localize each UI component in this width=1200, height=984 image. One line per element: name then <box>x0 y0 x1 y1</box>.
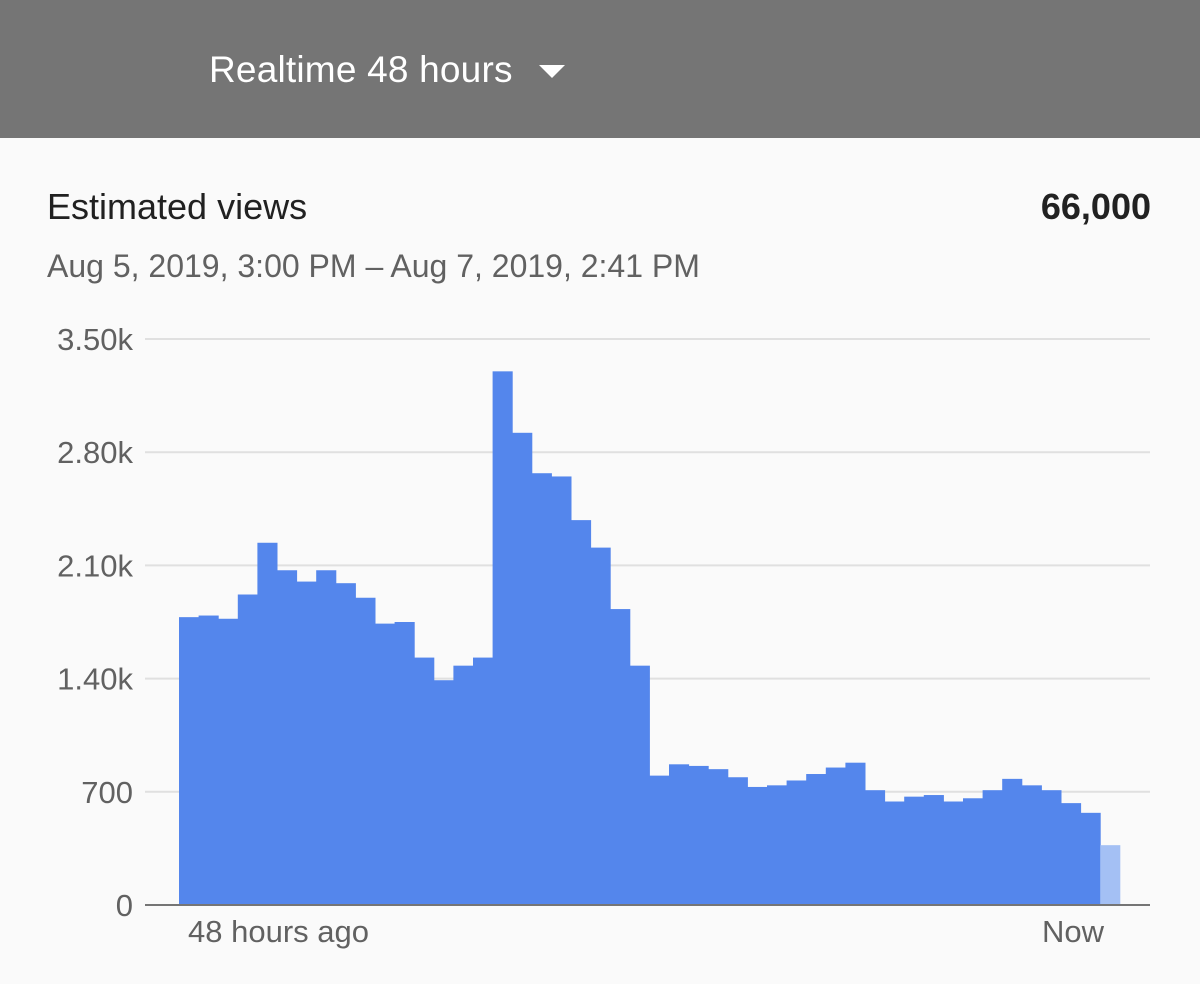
top-bar: Realtime 48 hours <box>0 0 1200 138</box>
bar <box>551 476 572 905</box>
bar <box>277 570 298 905</box>
bar <box>394 622 415 905</box>
bar <box>767 785 788 905</box>
bar <box>649 775 670 905</box>
bar <box>1080 812 1101 905</box>
bar <box>453 665 474 905</box>
bar <box>179 617 200 905</box>
bar <box>590 547 611 905</box>
bar <box>747 786 768 905</box>
bar <box>316 570 337 905</box>
bar <box>806 774 827 905</box>
bar <box>904 796 925 905</box>
y-tick-label: 2.80k <box>57 435 133 470</box>
bar <box>669 764 690 905</box>
bar <box>1061 803 1082 905</box>
y-tick-label: 1.40k <box>57 662 133 697</box>
bar <box>375 623 396 905</box>
bar <box>688 765 709 905</box>
y-tick-label: 3.50k <box>57 322 133 357</box>
bar <box>335 583 356 905</box>
bar <box>355 597 376 905</box>
bar <box>943 801 964 905</box>
bar <box>512 432 533 905</box>
bar <box>610 609 631 905</box>
bar-partial <box>1100 845 1121 905</box>
bar <box>884 801 905 905</box>
bar <box>571 520 592 905</box>
x-tick-label-end: Now <box>1042 914 1105 949</box>
bar <box>218 618 239 905</box>
bar <box>825 767 846 905</box>
bar <box>492 371 513 905</box>
bar <box>923 795 944 905</box>
bar <box>257 542 278 905</box>
arrow-drop-down-icon[interactable] <box>538 64 565 78</box>
y-tick-label: 700 <box>81 775 133 810</box>
period-selector[interactable]: Realtime 48 hours <box>209 46 565 94</box>
bar <box>1041 790 1062 905</box>
bar <box>865 790 886 905</box>
bar <box>727 777 748 905</box>
x-tick-label-start: 48 hours ago <box>188 914 369 949</box>
metric-total: 66,000 <box>1040 186 1151 227</box>
bar <box>845 762 866 905</box>
bar <box>1021 785 1042 905</box>
bar <box>786 780 807 905</box>
period-label: Realtime 48 hours <box>209 49 513 90</box>
bar <box>982 790 1003 905</box>
bar <box>414 657 435 905</box>
bar <box>1002 778 1023 905</box>
bar <box>531 473 552 905</box>
y-tick-label: 2.10k <box>57 548 133 583</box>
bar <box>473 657 494 905</box>
bar <box>708 769 729 905</box>
y-tick-label: 0 <box>116 888 133 923</box>
bar <box>433 680 454 905</box>
bar <box>629 665 650 905</box>
bar <box>963 798 984 905</box>
bar <box>237 594 258 905</box>
bar <box>296 581 317 905</box>
metric-title: Estimated views <box>47 186 308 227</box>
date-range: Aug 5, 2019, 3:00 PM – Aug 7, 2019, 2:41… <box>47 248 700 284</box>
bar <box>198 615 219 905</box>
